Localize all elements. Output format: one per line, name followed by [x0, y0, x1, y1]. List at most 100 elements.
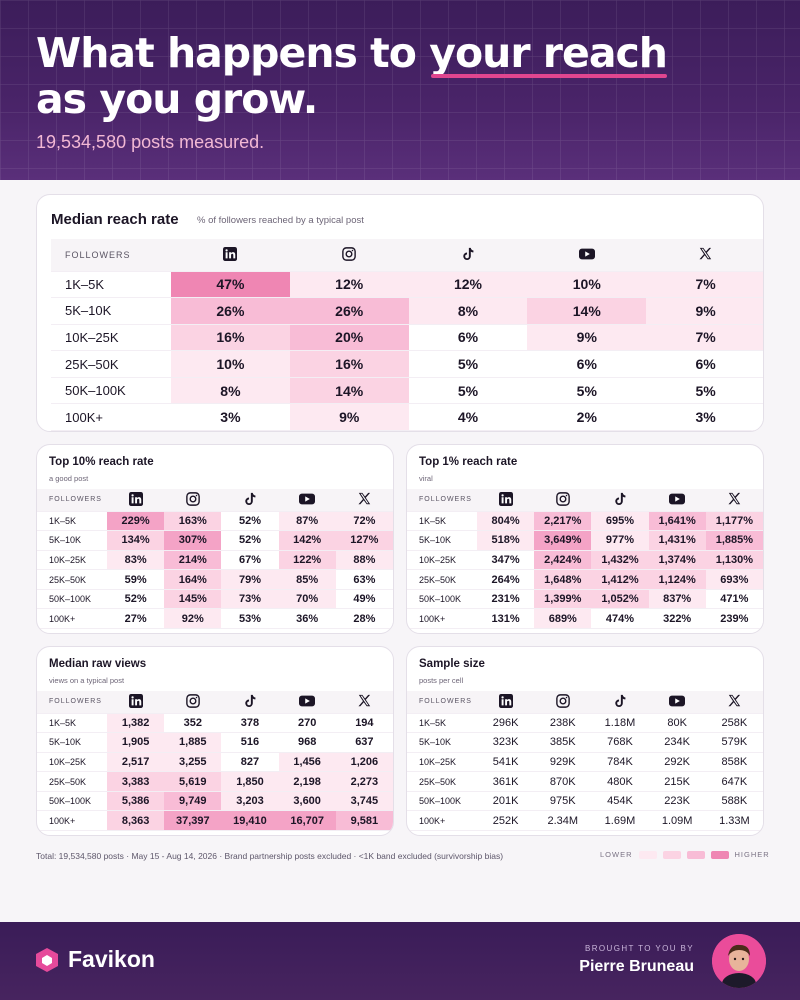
- table-row: 100K+ 27% 92% 53% 36% 28%: [37, 608, 393, 630]
- table-cell: 804%: [477, 511, 535, 532]
- credit-name: Pierre Bruneau: [579, 958, 694, 975]
- table-cell: 975K: [534, 791, 592, 812]
- platform-header: [164, 691, 222, 714]
- youtube-icon: [669, 492, 686, 508]
- table-cell: 70%: [278, 589, 336, 610]
- instagram-icon: [342, 246, 357, 264]
- follower-band-label: 100K+: [37, 810, 107, 832]
- table-cell: 14%: [289, 377, 409, 405]
- table-cell: 59%: [107, 569, 165, 590]
- table-cell: 164%: [164, 569, 222, 590]
- table-cell: 201K: [477, 791, 535, 812]
- table-row: 25K–50K 264% 1,648% 1,412% 1,124% 693%: [407, 569, 763, 590]
- table-cell: 73%: [221, 589, 279, 610]
- platform-header: [646, 239, 763, 272]
- table-cell: 307%: [164, 530, 222, 551]
- table-cell: 837%: [648, 589, 706, 610]
- title-part-2: as you grow.: [36, 75, 318, 123]
- legend-swatch: [662, 850, 681, 859]
- platform-header: [164, 489, 222, 512]
- table-cell: 929K: [534, 752, 592, 773]
- table-cell: 3,203: [221, 791, 279, 812]
- card-note: % of followers reached by a typical post: [197, 215, 364, 226]
- card-title: Median reach rate: [51, 211, 179, 228]
- platform-header: [534, 691, 592, 714]
- follower-band-label: 25K–50K: [407, 569, 477, 590]
- table-cell: 252K: [477, 810, 535, 832]
- card-note: viral: [419, 474, 433, 483]
- legend-low-label: LOWER: [600, 850, 633, 859]
- table-cell: 223K: [648, 791, 706, 812]
- table-cell: 194: [335, 713, 393, 734]
- table-cell: 1,124%: [648, 569, 706, 590]
- follower-band-label: 5K–10K: [51, 297, 171, 325]
- table-cell: 3%: [646, 403, 763, 431]
- follower-band-label: 10K–25K: [37, 550, 107, 571]
- table-header-row: FOLLOWERS: [407, 489, 763, 512]
- table-cell: 1,456: [278, 752, 336, 773]
- instagram-icon: [185, 491, 200, 508]
- table-cell: 784K: [591, 752, 649, 773]
- table-cell: 385K: [534, 732, 592, 753]
- table-cell: 9%: [527, 324, 647, 352]
- legend-swatch: [638, 850, 657, 859]
- table-row: 25K–50K 3,383 5,619 1,850 2,198 2,273: [37, 771, 393, 792]
- page-title: What happens to your reach as you grow.: [36, 30, 668, 123]
- table-cell: 239%: [705, 608, 763, 630]
- table-cell: 7%: [646, 324, 763, 352]
- table-cell: 1.18M: [591, 713, 649, 734]
- table-cell: 347%: [477, 550, 535, 571]
- follower-band-label: 50K–100K: [37, 589, 107, 610]
- follower-band-label: 100K+: [407, 810, 477, 832]
- table-cell: 85%: [278, 569, 336, 590]
- table-cell: 134%: [107, 530, 165, 551]
- table-cell: 518%: [477, 530, 535, 551]
- bottom-bar: Favikon BROUGHT TO YOU BY Pierre Bruneau: [0, 922, 800, 1000]
- table-cell: 323K: [477, 732, 535, 753]
- follower-band-label: 25K–50K: [51, 350, 171, 378]
- table-cell: 5%: [408, 350, 528, 378]
- table-cell: 1,374%: [648, 550, 706, 571]
- table-row: 1K–5K 1,382 352 378 270 194: [37, 713, 393, 734]
- table-cell: 83%: [107, 550, 165, 571]
- platform-header: [221, 691, 279, 714]
- favikon-logo[interactable]: Favikon: [34, 946, 155, 973]
- table-cell: 80K: [648, 713, 706, 734]
- table-cell: 2,273: [335, 771, 393, 792]
- table-row: 5K–10K 26% 26% 8% 14% 9%: [51, 297, 763, 325]
- table-row: 5K–10K 134% 307% 52% 142% 127%: [37, 530, 393, 551]
- table-cell: 163%: [164, 511, 222, 532]
- top10-reach-card: Top 10% reach rate a good post FOLLOWERS…: [36, 444, 394, 634]
- card-note: views on a typical post: [49, 676, 125, 685]
- data-table: FOLLOWERS 1K–5K 229% 163% 52% 87% 72% 5K–10K 134…: [37, 489, 393, 630]
- card-title: Top 1% reach rate: [419, 456, 518, 468]
- x-icon: [728, 694, 741, 709]
- table-cell: 1,206: [335, 752, 393, 773]
- follower-band-label: 1K–5K: [37, 511, 107, 532]
- platform-header: [477, 489, 535, 512]
- follower-band-label: 10K–25K: [51, 324, 171, 352]
- table-cell: 3%: [171, 403, 290, 431]
- table-cell: 2,217%: [534, 511, 592, 532]
- card-title: Sample size: [419, 658, 485, 670]
- follower-band-label: 100K+: [407, 608, 477, 630]
- table-cell: 12%: [289, 271, 409, 299]
- favikon-logo-icon: [36, 947, 58, 972]
- table-cell: 471%: [705, 589, 763, 610]
- follower-band-label: 5K–10K: [407, 530, 477, 551]
- table-cell: 454K: [591, 791, 649, 812]
- avatar[interactable]: [712, 934, 766, 988]
- table-cell: 122%: [278, 550, 336, 571]
- table-cell: 145%: [164, 589, 222, 610]
- table-cell: 88%: [335, 550, 393, 571]
- platform-header: [705, 691, 763, 714]
- table-row: 5K–10K 1,905 1,885 516 968 637: [37, 732, 393, 753]
- raw-views-card: Median raw views views on a typical post…: [36, 646, 394, 836]
- tiktok-icon: [461, 247, 475, 264]
- table-row: 1K–5K 229% 163% 52% 87% 72%: [37, 511, 393, 532]
- table-cell: 53%: [221, 608, 279, 630]
- follower-band-label: 10K–25K: [407, 550, 477, 571]
- instagram-icon: [185, 693, 200, 710]
- x-icon: [699, 247, 712, 263]
- logo-text: Favikon: [68, 946, 155, 972]
